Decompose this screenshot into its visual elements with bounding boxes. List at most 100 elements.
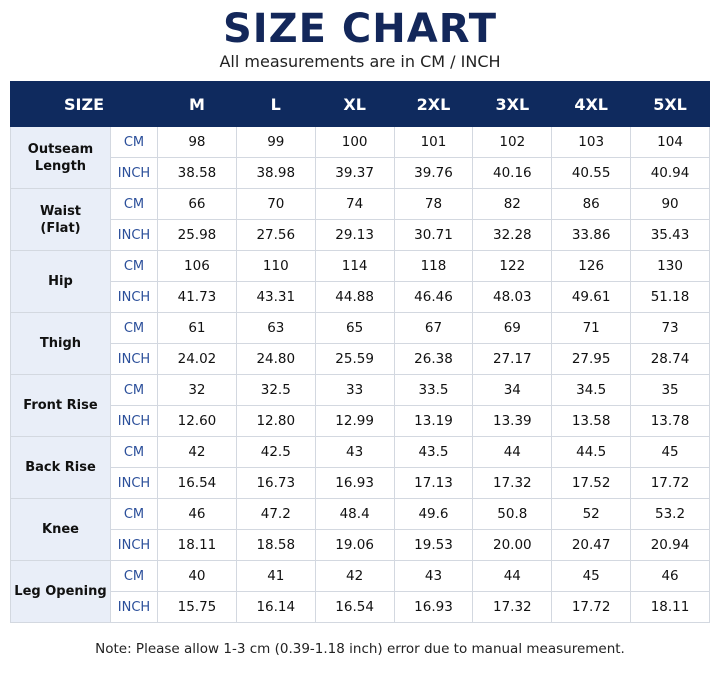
column-header: SIZE [9,81,159,127]
cell: 53.2 [630,498,710,530]
measurement-name: Front Rise [10,374,111,437]
unit: INCH [109,281,159,313]
cell: 35.43 [630,219,710,251]
cell: 103 [551,126,632,158]
unit: INCH [109,467,159,499]
cell: 43.31 [235,281,316,313]
cell: 69 [472,312,553,344]
column-header: M [157,81,237,127]
cell: 42.5 [235,436,316,468]
cell: 52 [551,498,632,530]
cell: 44 [472,560,553,592]
cell: 67 [393,312,474,344]
cell: 50.8 [472,498,553,530]
cell: 32 [157,374,237,406]
measurement-name: Waist (Flat) [10,188,111,251]
unit: INCH [109,405,159,437]
measurement-name: Outseam Length [10,126,111,189]
cell: 30.71 [393,219,474,251]
cell: 45 [630,436,710,468]
cell: 13.39 [472,405,553,437]
cell: 24.02 [157,343,237,375]
cell: 13.78 [630,405,710,437]
cell: 102 [472,126,553,158]
cell: 49.61 [551,281,632,313]
column-header: XL [314,81,395,127]
cell: 26.38 [393,343,474,375]
unit: CM [109,560,159,592]
column-header: 2XL [393,81,474,127]
cell: 46.46 [393,281,474,313]
cell: 25.59 [314,343,395,375]
unit: CM [109,498,159,530]
row: INCH 41.73 43.31 44.88 46.46 48.03 49.61 51.18 [11,281,710,313]
cell: 17.32 [472,591,553,623]
cell: 12.99 [314,405,395,437]
subtitle: All measurements are in CM / INCH [219,52,501,71]
cell: 13.58 [551,405,632,437]
row: INCH 16.54 16.73 16.93 17.13 17.32 17.52 17.72 [11,467,710,499]
cell: 130 [630,250,710,282]
cell: 13.19 [393,405,474,437]
cell: 118 [393,250,474,282]
cell: 38.58 [157,157,237,189]
cell: 27.95 [551,343,632,375]
cell: 16.73 [235,467,316,499]
cell: 48.03 [472,281,553,313]
cell: 17.72 [630,467,710,499]
cell: 33.86 [551,219,632,251]
measurement-name: Hip [10,250,111,313]
cell: 16.54 [157,467,237,499]
cell: 20.00 [472,529,553,561]
cell: 20.94 [630,529,710,561]
title: SIZE CHART [222,6,498,52]
cell: 42 [314,560,395,592]
cell: 35 [630,374,710,406]
cell: 45 [551,560,632,592]
cell: 101 [393,126,474,158]
cell: 46 [157,498,237,530]
header-row: SIZE M L XL 2XL 3XL 4XL 5XL [9,81,710,127]
cell: 70 [235,188,316,220]
cell: 24.80 [235,343,316,375]
cell: 66 [157,188,237,220]
row: Leg Opening CM 40 41 42 43 44 45 46 [10,560,710,623]
cell: 12.80 [235,405,316,437]
row: Hip CM 106 110 114 118 122 126 130 [10,250,710,313]
cell: 29.13 [314,219,395,251]
unit: INCH [109,529,159,561]
cell: 114 [314,250,395,282]
cell: 74 [314,188,395,220]
row: Front Rise CM 32 32.5 33 33.5 34 34.5 35 [10,374,710,437]
row: Waist (Flat) CM 66 70 74 78 82 86 90 [10,188,710,251]
cell: 42 [157,436,237,468]
cell: 27.17 [472,343,553,375]
unit: CM [109,188,159,220]
unit: CM [109,126,159,158]
cell: 104 [630,126,710,158]
row: INCH 12.60 12.80 12.99 13.19 13.39 13.58 13.78 [11,405,710,437]
cell: 20.47 [551,529,632,561]
cell: 46 [630,560,710,592]
cell: 28.74 [630,343,710,375]
cell: 71 [551,312,632,344]
cell: 15.75 [157,591,237,623]
row: INCH 18.11 18.58 19.06 19.53 20.00 20.47 20.94 [11,529,710,561]
cell: 78 [393,188,474,220]
measurement-name: Back Rise [10,436,111,499]
cell: 25.98 [157,219,237,251]
cell: 98 [157,126,237,158]
unit: CM [109,374,159,406]
cell: 40 [157,560,237,592]
row: Back Rise CM 42 42.5 43 43.5 44 44.5 45 [10,436,710,499]
cell: 19.53 [393,529,474,561]
cell: 17.13 [393,467,474,499]
cell: 48.4 [314,498,395,530]
cell: 47.2 [235,498,316,530]
cell: 65 [314,312,395,344]
column-header: 4XL [551,81,632,127]
measurement-name: Knee [10,498,111,561]
cell: 16.54 [314,591,395,623]
cell: 86 [551,188,632,220]
